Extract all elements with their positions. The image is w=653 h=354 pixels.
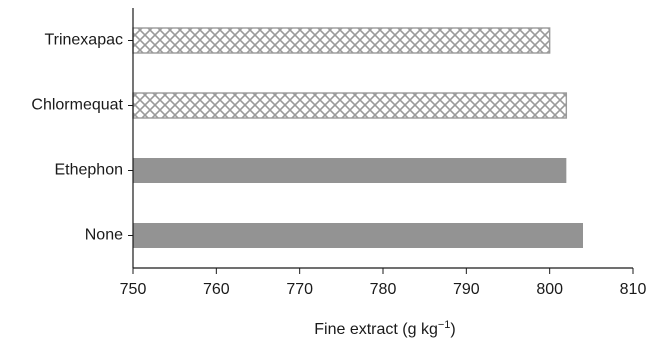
category-label-chlormequat: Chlormequat [31,97,123,114]
x-tick-label-770: 770 [286,281,313,298]
x-tick-label-800: 800 [536,281,563,298]
bar-chlormequat [132,92,568,119]
x-tick-label-780: 780 [370,281,397,298]
x-tick-label-750: 750 [120,281,147,298]
category-label-ethephon: Ethephon [54,162,123,179]
bar-none [133,223,583,248]
x-tick-label-810: 810 [620,281,647,298]
category-label-none: None [85,227,123,244]
x-tick-label-760: 760 [203,281,230,298]
category-label-trinexapac: Trinexapac [44,32,123,49]
bars-group [132,27,583,248]
category-labels: Trinexapac Chlormequat Ethephon None [31,32,133,244]
x-axis-title: Fine extract (g kg−1) [314,319,455,338]
x-axis-title-superscript: −1 [438,319,451,331]
bar-trinexapac [132,27,551,54]
x-tick-label-790: 790 [453,281,480,298]
x-axis-title-suffix: ) [450,321,455,338]
bar-ethephon [133,158,567,183]
x-ticks-group: 750 760 770 780 790 800 810 [120,268,647,298]
x-axis-title-main: Fine extract (g kg [314,321,438,338]
